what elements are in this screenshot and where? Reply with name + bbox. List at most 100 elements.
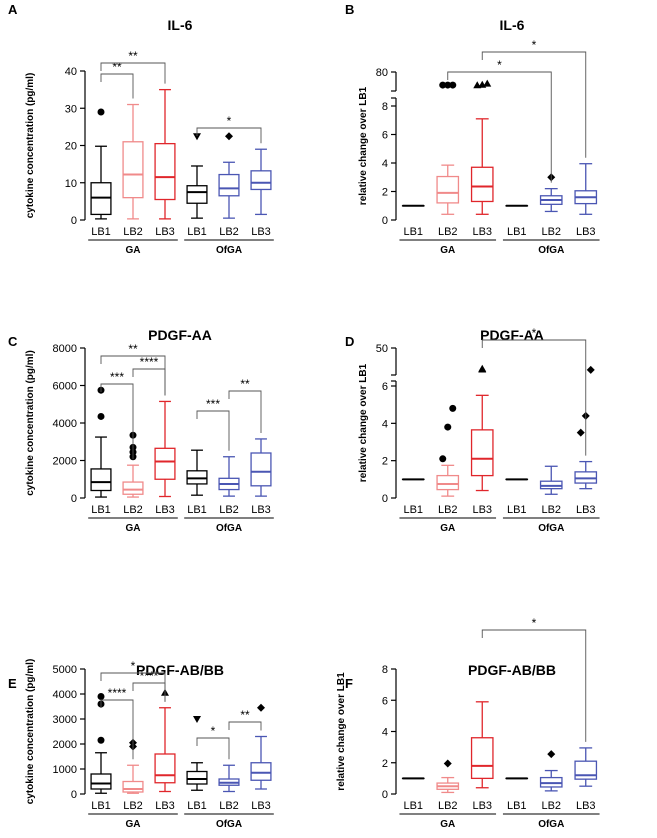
outlier-point	[443, 759, 452, 768]
group-label: OfGA	[216, 819, 242, 830]
x-tick-label: LB3	[472, 800, 492, 812]
box-lb2-ga	[122, 103, 144, 220]
x-tick-label: LB1	[91, 800, 111, 812]
outlier-point	[444, 423, 452, 431]
bracket-line	[481, 339, 587, 456]
y-tick-label: 2000	[53, 739, 77, 751]
box-lb2-ofga	[218, 764, 240, 793]
bracket-line	[481, 629, 587, 742]
box-lb2-ga	[436, 404, 460, 497]
significance-label: ****	[140, 355, 159, 369]
chart-title: IL-6	[500, 17, 525, 33]
x-tick-label: LB3	[155, 504, 175, 516]
panel-f: F PDGF-AB/BB 0 2 4 6 8 relative change over LB1…	[336, 616, 600, 830]
box-iqr	[250, 762, 272, 781]
box-lb2-ofga	[539, 465, 563, 495]
group-label: OfGA	[538, 245, 564, 256]
y-tick-label: 0	[71, 789, 77, 801]
box-iqr	[470, 737, 494, 780]
bracket-line	[100, 62, 166, 84]
significance-label: **	[240, 708, 250, 722]
outlier-point	[225, 132, 233, 141]
outlier-point	[97, 412, 105, 420]
y-tick-label: 8000	[53, 343, 77, 355]
bracket-line	[100, 699, 134, 760]
significance-label: *	[497, 58, 502, 72]
x-tick-label: LB1	[403, 800, 423, 812]
significance-bracket: **	[100, 342, 166, 396]
box-lb1-ofga	[186, 133, 208, 219]
box-iqr	[154, 447, 176, 480]
bracket-line	[196, 410, 230, 451]
significance-label: *	[227, 114, 232, 128]
bracket-line	[132, 368, 166, 396]
panel-letter: A	[8, 2, 18, 17]
y-axis-label: cytokine concentration (pg/ml)	[25, 659, 36, 805]
bracket-line	[100, 73, 134, 99]
panel-c: C PDGF-AA 0 2000 4000 6000 8000 cytokine concen…	[8, 327, 274, 534]
box-iqr	[218, 173, 240, 197]
box-iqr	[250, 452, 272, 487]
box-lb3-ga	[154, 88, 176, 220]
y-tick-label: 6000	[53, 381, 77, 393]
x-tick-label: LB2	[219, 504, 239, 516]
y-tick-label: 0	[71, 493, 77, 505]
significance-bracket: *	[481, 326, 587, 456]
y-tick-label: 80	[376, 67, 388, 79]
significance-label: **	[112, 60, 122, 74]
box-iqr	[436, 175, 460, 204]
panel-letter: E	[8, 676, 17, 691]
box-lb2-ga	[122, 431, 144, 498]
significance-label: *	[532, 616, 537, 630]
panel-letter: D	[345, 334, 354, 349]
significance-bracket: *	[447, 58, 552, 183]
x-tick-label: LB3	[472, 504, 492, 516]
significance-bracket: *	[481, 38, 587, 158]
y-tick-label: 4	[382, 727, 388, 739]
x-tick-label: LB2	[438, 226, 458, 238]
outlier-point	[449, 404, 457, 412]
box-lb2-ga	[436, 81, 460, 215]
y-tick-label: 3000	[53, 714, 77, 726]
bracket-line	[100, 383, 134, 460]
box-lb1-ga	[90, 693, 112, 794]
box-iqr	[90, 468, 112, 492]
group-label: OfGA	[216, 523, 242, 534]
y-axis-label: relative change over LB1	[336, 672, 347, 791]
box-lb3-ga	[470, 364, 494, 492]
significance-label: **	[128, 49, 138, 63]
box-iqr	[154, 753, 176, 784]
x-tick-label: LB1	[187, 226, 207, 238]
y-tick-label: 8	[382, 664, 388, 676]
bracket-line	[132, 682, 166, 702]
box-lb3-ofga	[250, 438, 272, 497]
x-tick-label: LB1	[507, 504, 527, 516]
x-tick-label: LB3	[576, 226, 596, 238]
significance-bracket: **	[228, 377, 262, 433]
y-tick-label: 0	[382, 215, 388, 227]
x-tick-label: LB2	[438, 800, 458, 812]
panel-d: D PDGF-AA 50 0 2 4 6 relative change over LB1 LB…	[345, 326, 600, 534]
chart-title: PDGF-AB/BB	[136, 662, 224, 678]
significance-bracket: ****	[100, 686, 134, 760]
x-tick-label: LB2	[541, 504, 561, 516]
outlier-point	[193, 133, 201, 141]
x-tick-label: LB3	[251, 226, 271, 238]
group-label: OfGA	[538, 523, 564, 534]
box-lb3-ofga	[574, 163, 598, 215]
significance-bracket: **	[100, 49, 166, 84]
group-label: OfGA	[216, 245, 242, 256]
x-tick-label: LB1	[403, 226, 423, 238]
x-tick-label: LB2	[438, 504, 458, 516]
box-lb2-ofga	[539, 750, 563, 792]
significance-bracket: *	[481, 616, 587, 742]
x-tick-label: LB3	[472, 226, 492, 238]
box-iqr	[470, 166, 494, 203]
significance-bracket: *	[100, 659, 166, 702]
outlier-point	[97, 108, 105, 116]
outlier-point	[449, 81, 457, 89]
box-lb1-ofga	[186, 449, 208, 496]
box-lb2-ofga	[218, 456, 240, 497]
x-tick-label: LB2	[541, 226, 561, 238]
y-tick-label: 4000	[53, 689, 77, 701]
